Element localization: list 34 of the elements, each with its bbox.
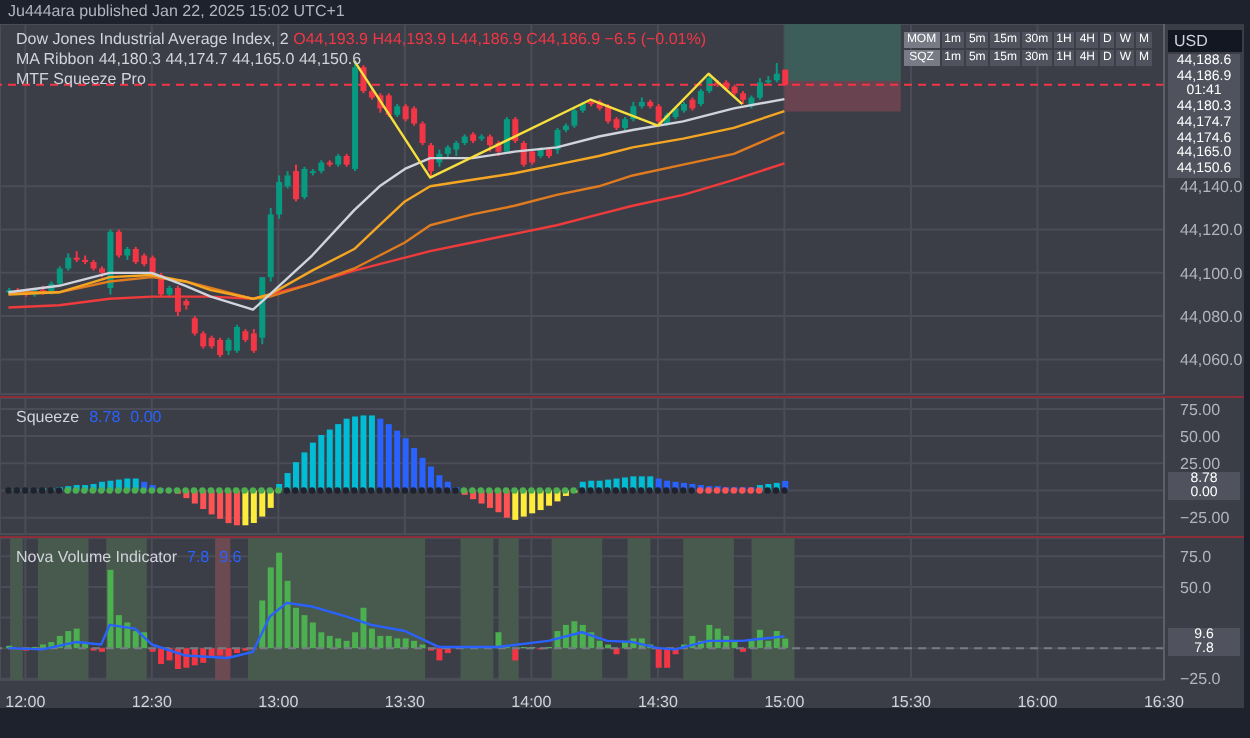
annotation: O44,193.9 H44,193.9 L44,186.9 C44,186.9 −6.5 (−0.01%) <box>293 30 707 48</box>
annotation: MA Ribbon 44,180.3 44,174.7 44,165.0 44,150.6 <box>16 50 362 70</box>
annotation: 7.8 <box>187 548 210 566</box>
y-tick-label: 44,060.0 <box>1180 351 1244 370</box>
x-tick-label: 14:30 <box>637 693 680 712</box>
y-tick-label: 75.0 <box>1180 548 1213 567</box>
x-tick-label: 16:30 <box>1143 693 1186 712</box>
y-tick-label: −25.00 <box>1180 509 1231 528</box>
x-tick-label: 14:00 <box>511 693 553 712</box>
annotation: 8.78 <box>89 408 121 426</box>
y-tick-label: 44,100.0 <box>1180 264 1244 283</box>
y-tick-label: −25.0 <box>1180 670 1222 689</box>
y-tick-label: 50.00 <box>1180 427 1222 446</box>
annotation: 9.6 <box>219 548 242 566</box>
x-tick-label: 12:00 <box>5 693 47 712</box>
x-tick-label: 13:30 <box>384 693 426 712</box>
text: Squeeze <box>16 408 80 426</box>
y-tick-label: 50.0 <box>1180 578 1213 597</box>
text: USD <box>1168 30 1242 52</box>
annotation: 0.00 <box>130 408 162 426</box>
annotation: MTF Squeeze Pro <box>16 70 146 90</box>
x-tick-label: 13:00 <box>258 693 300 712</box>
x-tick-label: 15:00 <box>764 693 806 712</box>
x-tick-label: 12:30 <box>131 693 173 712</box>
text: Nova Volume Indicator <box>16 548 177 566</box>
x-tick-label: 15:30 <box>890 693 933 712</box>
x-tick-label: 16:00 <box>1017 693 1059 712</box>
y-tick-label: 75.00 <box>1180 400 1222 419</box>
chart-title: Dow Jones Industrial Average Index, 2 <box>16 30 289 48</box>
y-tick-label: 44,080.0 <box>1180 307 1244 326</box>
y-tick-label: 25.00 <box>1180 454 1222 473</box>
chart-subtitle: Ju444ara published Jan 22, 2025 15:02 UTC+1 <box>8 2 345 22</box>
y-tick-label: 44,120.0 <box>1180 221 1244 240</box>
y-tick-label: 44,140.0 <box>1180 177 1244 196</box>
